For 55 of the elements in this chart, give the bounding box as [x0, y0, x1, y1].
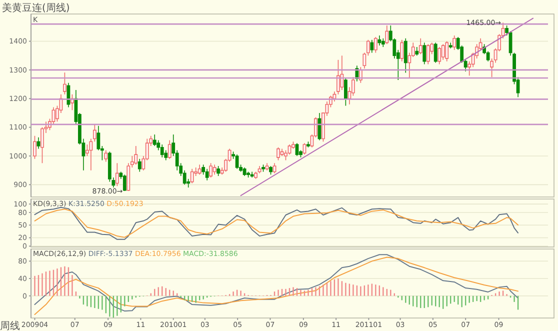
candlestick [262, 164, 265, 172]
candlestick [152, 134, 156, 146]
candlestick [92, 124, 96, 142]
candlestick [434, 42, 438, 64]
candlestick [89, 138, 93, 171]
candlestick [104, 150, 108, 162]
candlestick [344, 78, 348, 106]
candlestick [168, 140, 172, 160]
candlestick [415, 46, 419, 56]
candlestick [134, 146, 138, 165]
candlestick [242, 167, 246, 176]
candlestick [418, 38, 422, 55]
candlestick [235, 154, 239, 170]
candlestick [269, 166, 272, 176]
candlestick [438, 46, 442, 65]
candlestick [138, 158, 142, 172]
x-axis-title: 周线 [0, 320, 20, 331]
candlestick [122, 174, 126, 192]
candlestick [404, 38, 408, 74]
candlestick [209, 162, 213, 178]
candlestick [381, 38, 385, 48]
candlestick [441, 44, 445, 60]
candlestick [370, 39, 374, 54]
candlestick [190, 168, 194, 184]
candlestick [295, 142, 299, 156]
candlestick [306, 141, 310, 148]
candlestick [212, 164, 216, 176]
chart-title: 美黄豆连(周线) [2, 2, 70, 14]
candlestick [246, 171, 250, 178]
candlestick [63, 72, 66, 95]
candlestick [198, 164, 202, 176]
candlestick [272, 162, 276, 174]
candlestick [216, 166, 220, 176]
candlestick [374, 36, 378, 54]
candlestick [378, 35, 382, 46]
candlestick [422, 42, 426, 65]
candlestick [254, 171, 258, 180]
candlestick [280, 148, 284, 156]
candlestick [36, 136, 40, 150]
candlestick [448, 42, 452, 49]
candlestick [265, 162, 269, 171]
candlestick [302, 142, 306, 155]
candlestick [445, 40, 449, 62]
candlestick [276, 146, 280, 161]
candlestick [452, 35, 456, 50]
candlestick [33, 136, 36, 160]
candlestick [400, 39, 404, 62]
candlestick [250, 171, 254, 178]
candlestick [340, 55, 344, 90]
candlestick [205, 168, 209, 181]
candlestick [160, 144, 164, 158]
candlestick [115, 162, 119, 186]
candlestick [258, 166, 262, 174]
candlestick [385, 25, 389, 45]
candlestick [426, 44, 430, 65]
